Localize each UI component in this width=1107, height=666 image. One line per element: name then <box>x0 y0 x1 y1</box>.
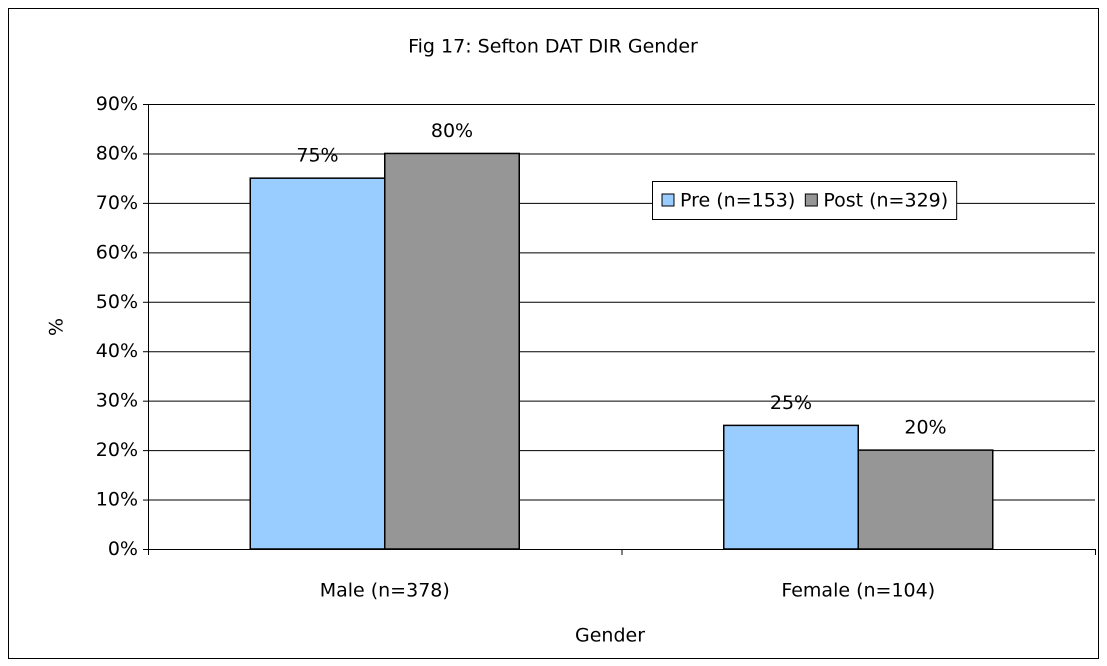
chart-title: Fig 17: Sefton DAT DIR Gender <box>408 36 698 58</box>
y-tick-label: 90% <box>96 93 138 115</box>
y-tick-label: 30% <box>96 390 138 412</box>
x-tick-label: Male (n=378) <box>320 580 450 602</box>
y-tick-label: 60% <box>96 241 138 263</box>
y-tick-label: 70% <box>96 192 138 214</box>
y-tick-label: 10% <box>96 489 138 511</box>
x-tick-label: Female (n=104) <box>781 580 935 602</box>
data-label: 20% <box>904 417 946 439</box>
data-label: 75% <box>296 145 338 167</box>
bar <box>857 449 994 550</box>
legend <box>652 181 958 220</box>
legend-swatch <box>661 193 675 207</box>
chart-frame <box>8 8 1099 659</box>
legend-label: Post (n=329) <box>823 190 948 212</box>
bar <box>249 177 386 550</box>
y-tick-label: 80% <box>96 142 138 164</box>
y-tick-label: 0% <box>108 538 138 560</box>
y-tick-label: 50% <box>96 291 138 313</box>
data-label: 80% <box>431 120 473 142</box>
x-axis-title: Gender <box>575 625 645 647</box>
legend-swatch <box>804 193 818 207</box>
bar <box>723 424 859 550</box>
y-tick-label: 20% <box>96 439 138 461</box>
y-axis-title: % <box>46 318 68 336</box>
bar <box>384 152 520 550</box>
legend-label: Pre (n=153) <box>680 190 795 212</box>
y-tick-label: 40% <box>96 340 138 362</box>
data-label: 25% <box>770 392 812 414</box>
